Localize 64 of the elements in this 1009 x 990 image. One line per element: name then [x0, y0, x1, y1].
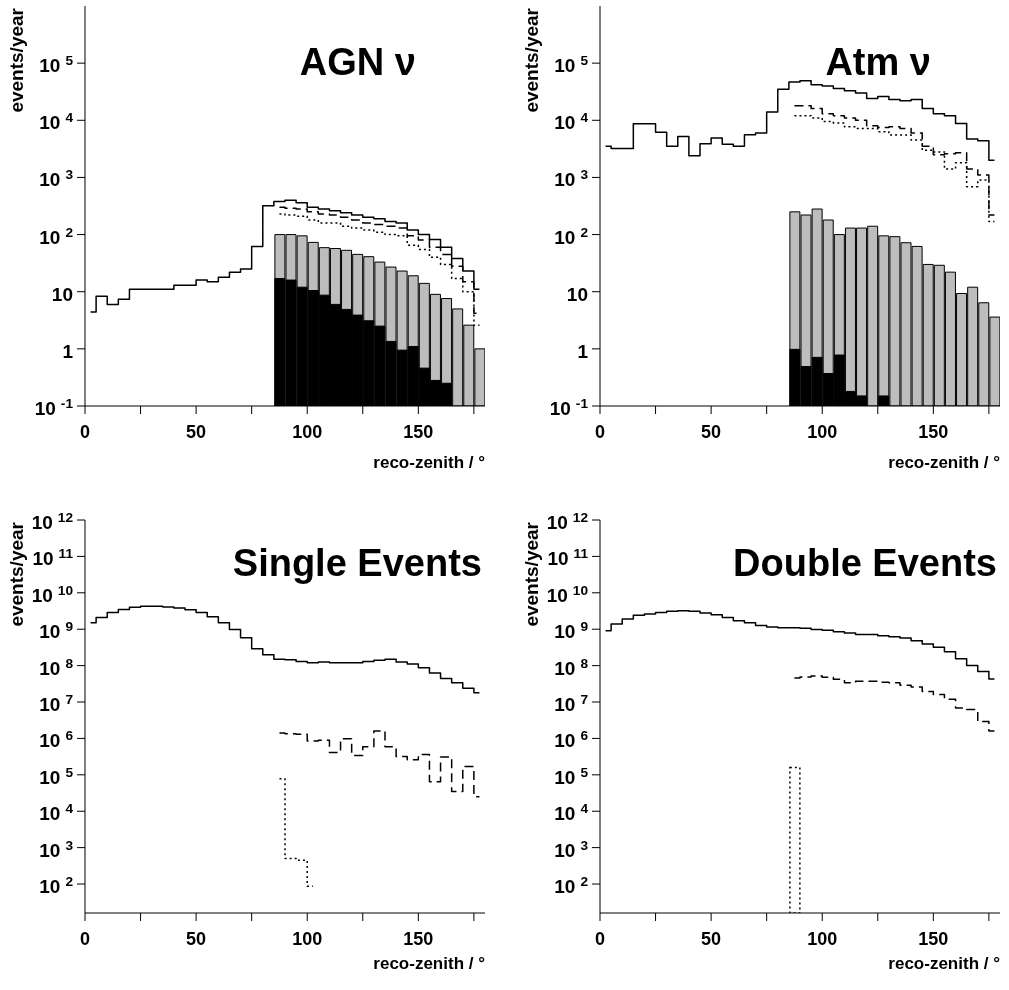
x-tick-label: 0	[79, 929, 91, 949]
x-tick-label: 150	[403, 929, 434, 949]
y-tick-label: 10$^{9}$	[554, 618, 589, 643]
y-tick-label: 10	[566, 283, 588, 305]
y-tick-label: 10$^{4}$	[39, 800, 74, 825]
y-tick-label: 10$^{8}$	[39, 655, 74, 679]
y-tick-label: 1	[62, 340, 74, 362]
x-tick-label: 50	[701, 422, 722, 442]
x-axis-title: reco-zenith / °	[888, 954, 1001, 973]
y-tick-label: 10$^{2}$	[554, 224, 589, 248]
x-tick-label: 100	[292, 422, 323, 442]
y-axis-title: events/year	[521, 521, 542, 627]
y-tick-label: 10$^{11}$	[32, 545, 74, 570]
y-tick-label: 10$^{-1}$	[34, 395, 74, 419]
y-axis-title: events/year	[6, 521, 27, 627]
y-tick-label: 10$^{2}$	[39, 224, 74, 248]
x-tick-label: 150	[918, 929, 949, 949]
y-tick-label: 10$^{8}$	[554, 655, 589, 679]
y-tick-label: 10$^{12}$	[31, 509, 74, 533]
x-tick-label: 0	[594, 422, 606, 442]
x-axis-title: reco-zenith / °	[373, 954, 486, 973]
y-tick-label: 10$^{7}$	[554, 691, 588, 716]
x-tick-label: 150	[403, 422, 434, 442]
x-tick-label: 100	[807, 929, 838, 949]
y-tick-label: 10$^{10}$	[546, 582, 589, 606]
y-tick-label: 10$^{4}$	[554, 800, 589, 825]
y-axis-title: events/year	[521, 7, 542, 113]
y-tick-label: 10$^{11}$	[547, 545, 589, 570]
y-tick-label: 10$^{4}$	[554, 109, 589, 134]
x-tick-label: 50	[701, 929, 722, 949]
x-tick-label: 0	[79, 422, 91, 442]
y-axis-title: events/year	[6, 7, 27, 113]
x-axis-title: reco-zenith / °	[373, 453, 486, 472]
y-tick-label: 10$^{6}$	[39, 727, 74, 752]
y-tick-label: 10$^{12}$	[546, 509, 589, 533]
y-tick-label: 10$^{5}$	[39, 52, 74, 77]
y-tick-label: 10$^{7}$	[39, 691, 73, 716]
text: Single Events	[232, 541, 482, 585]
y-tick-label: 10$^{-1}$	[549, 395, 589, 419]
y-tick-label: 10$^{3}$	[554, 837, 589, 861]
y-tick-label: 10	[51, 283, 73, 305]
y-tick-label: 10$^{3}$	[39, 837, 74, 861]
y-tick-label: 10$^{2}$	[554, 873, 589, 898]
y-tick-label: 10$^{10}$	[31, 582, 74, 606]
x-tick-label: 50	[186, 422, 207, 442]
y-tick-label: 10$^{2}$	[39, 873, 74, 898]
y-tick-label: 1	[577, 340, 589, 362]
text: Double Events	[733, 541, 997, 585]
y-tick-label: 10$^{9}$	[39, 618, 74, 643]
y-tick-label: 10$^{5}$	[39, 764, 74, 788]
y-tick-label: 10$^{3}$	[39, 166, 74, 191]
text: AGN ν	[299, 40, 416, 84]
x-tick-label: 0	[594, 929, 606, 949]
x-axis-title: reco-zenith / °	[888, 453, 1001, 472]
y-tick-label: 10$^{5}$	[554, 764, 589, 788]
x-tick-label: 50	[186, 929, 207, 949]
y-tick-label: 10$^{4}$	[39, 109, 74, 134]
y-tick-label: 10$^{6}$	[554, 727, 589, 752]
x-tick-label: 100	[807, 422, 838, 442]
x-tick-label: 150	[918, 422, 949, 442]
y-tick-label: 10$^{3}$	[554, 166, 589, 191]
x-tick-label: 100	[292, 929, 323, 949]
text: Atm ν	[825, 40, 931, 84]
y-tick-label: 10$^{5}$	[554, 52, 589, 77]
